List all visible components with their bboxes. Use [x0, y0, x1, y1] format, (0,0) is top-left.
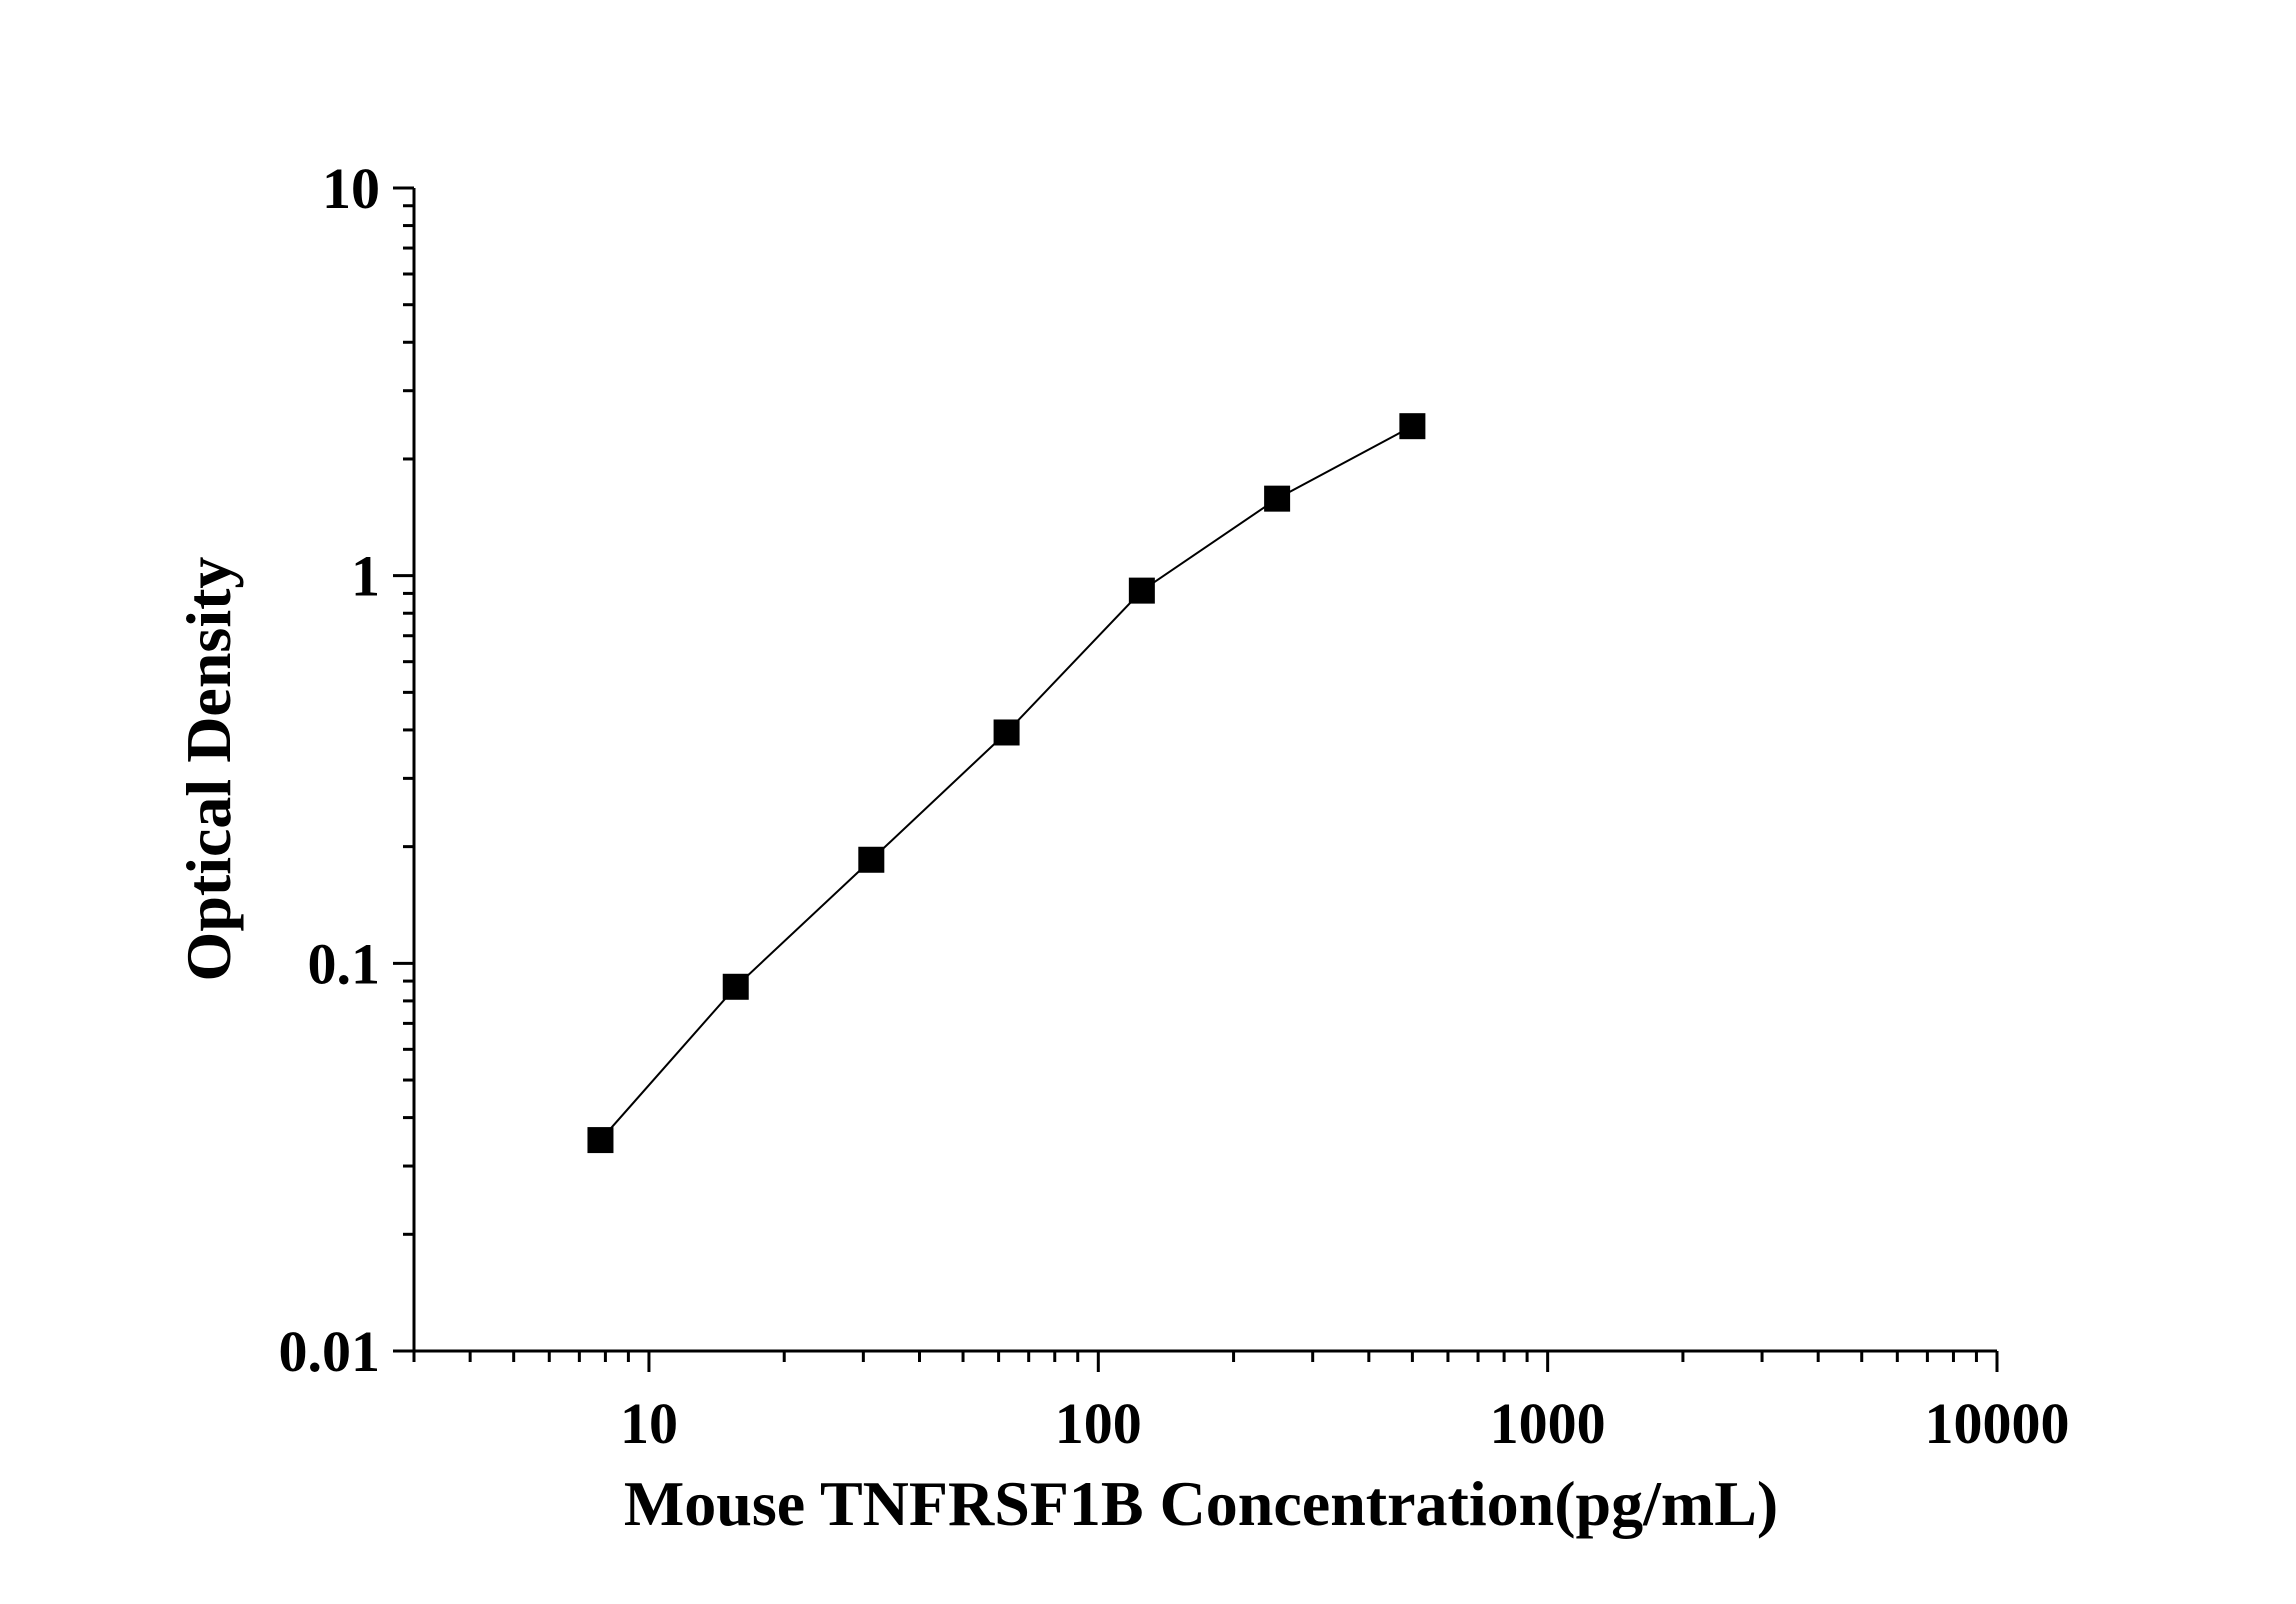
y-tick-label: 10: [322, 156, 380, 221]
x-tick-label: 1000: [1490, 1391, 1606, 1456]
data-point: [1399, 413, 1426, 440]
data-point: [1264, 485, 1291, 512]
x-tick-label: 10: [620, 1391, 678, 1456]
y-tick-label: 0.1: [308, 931, 381, 996]
x-axis-title: Mouse TNFRSF1B Concentration(pg/mL): [624, 1468, 1778, 1539]
data-point: [587, 1127, 614, 1154]
x-tick-label: 10000: [1925, 1391, 2070, 1456]
x-tick-label: 100: [1055, 1391, 1142, 1456]
series-line: [599, 425, 1413, 1141]
y-tick-label: 0.01: [279, 1319, 381, 1384]
data-point: [993, 719, 1020, 746]
data-point: [858, 846, 885, 873]
data-point: [722, 973, 749, 1000]
y-axis-title: Optical Density: [173, 557, 244, 982]
data-point: [1128, 577, 1155, 604]
y-tick-label: 1: [351, 544, 380, 609]
